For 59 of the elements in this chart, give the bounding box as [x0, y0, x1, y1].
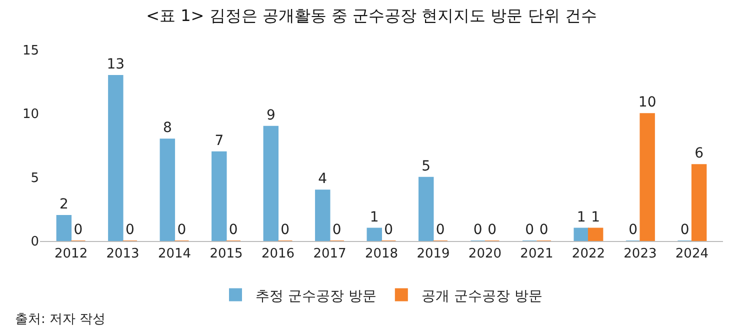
x-tick-label: 2014 — [158, 246, 192, 262]
chart-title: <표 1> 김정은 공개활동 중 군수공장 현지지도 방문 단위 건수 — [146, 6, 597, 26]
x-tick-label: 2019 — [416, 246, 450, 262]
data-label: 0 — [525, 222, 534, 238]
data-label: 6 — [694, 146, 704, 162]
data-label: 0 — [280, 222, 290, 238]
x-tick-label: 2018 — [364, 246, 398, 262]
data-label: 0 — [177, 222, 186, 238]
data-label: 4 — [318, 171, 328, 188]
data-label: 0 — [680, 222, 690, 238]
bar — [160, 138, 176, 241]
bar — [315, 190, 330, 241]
legend-label: 추정 군수공장 방문 — [256, 288, 376, 304]
x-tick-label: 2021 — [520, 246, 554, 262]
x-tick-label: 2013 — [106, 246, 140, 262]
legend-label: 공개 군수공장 방문 — [421, 288, 542, 304]
x-tick-label: 2020 — [468, 246, 502, 262]
data-label: 0 — [384, 222, 394, 238]
x-tick-label: 2016 — [261, 246, 295, 262]
data-label: 8 — [162, 120, 172, 136]
y-tick-label: 15 — [22, 44, 39, 59]
data-label: 0 — [125, 222, 134, 238]
bar — [418, 176, 434, 241]
data-label: 0 — [436, 222, 445, 238]
bar — [366, 228, 382, 241]
x-tick-label: 2012 — [54, 246, 88, 262]
bar — [212, 151, 227, 241]
bar — [691, 164, 707, 241]
bar — [108, 74, 124, 241]
x-tick-label: 2022 — [572, 246, 606, 262]
data-label: 0 — [539, 222, 548, 238]
y-tick-label: 5 — [30, 170, 39, 186]
data-label: 0 — [332, 222, 342, 238]
data-label: 0 — [488, 222, 497, 238]
data-label: 1 — [591, 209, 600, 226]
source-note: 출처: 저자 작성 — [15, 312, 106, 327]
data-label: 10 — [638, 94, 656, 111]
data-label: 1 — [576, 209, 586, 226]
data-label: 0 — [228, 222, 238, 238]
data-label: 9 — [266, 107, 276, 124]
bar — [56, 215, 72, 241]
data-label: 1 — [370, 209, 379, 226]
data-label: 13 — [106, 56, 125, 72]
data-label: 7 — [214, 132, 224, 149]
data-label: 5 — [422, 158, 431, 174]
bar — [588, 228, 604, 241]
data-label: 0 — [74, 222, 83, 238]
y-tick-label: 10 — [22, 107, 39, 122]
data-label: 0 — [473, 222, 482, 238]
x-tick-label: 2017 — [313, 246, 346, 262]
bar — [574, 228, 589, 241]
data-label: 0 — [628, 222, 638, 238]
bar — [640, 113, 655, 241]
data-label: 2 — [59, 196, 68, 213]
x-tick-label: 2024 — [675, 246, 708, 262]
x-tick-label: 2015 — [210, 246, 243, 262]
x-tick-label: 2023 — [624, 246, 657, 262]
bar — [263, 126, 279, 241]
y-tick-label: 0 — [30, 234, 39, 250]
